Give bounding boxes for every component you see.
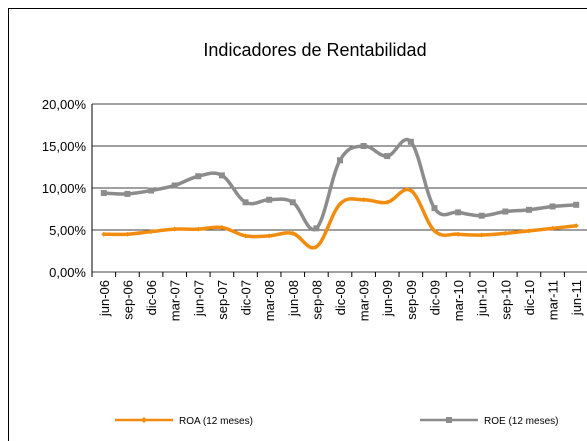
marker [242, 199, 249, 206]
x-tick-label: jun-06 [97, 280, 112, 317]
x-tick-label: dic-09 [427, 280, 442, 315]
marker [360, 143, 367, 149]
y-tick-label: 20,00% [42, 97, 87, 112]
marker [313, 225, 320, 232]
marker [479, 232, 485, 238]
x-tick-label: sep-09 [404, 280, 419, 320]
marker [148, 187, 155, 194]
y-tick-label: 15,00% [42, 139, 87, 154]
marker [549, 203, 556, 210]
marker [550, 225, 556, 231]
marker [431, 228, 437, 234]
marker [525, 206, 532, 213]
x-tick-label: mar-08 [262, 280, 277, 321]
marker [218, 172, 225, 179]
marker [455, 209, 462, 216]
marker [195, 226, 201, 232]
legend-marker [141, 417, 147, 423]
marker [408, 188, 414, 194]
x-tick-label: mar-11 [546, 280, 561, 320]
marker [384, 199, 390, 205]
x-tick-label: jun-08 [286, 280, 301, 317]
marker [502, 208, 509, 215]
marker [384, 153, 391, 160]
marker [502, 230, 508, 236]
legend-label: ROA (12 meses) [179, 416, 253, 427]
x-tick-label: jun-10 [475, 280, 490, 317]
marker [219, 224, 225, 230]
marker [101, 231, 107, 237]
x-tick-label: dic-10 [522, 280, 537, 315]
marker [171, 182, 178, 189]
x-tick-label: jun-07 [191, 280, 206, 317]
x-tick-label: sep-10 [498, 280, 513, 320]
marker [361, 197, 367, 203]
marker [313, 244, 319, 250]
x-tick-label: jun-09 [380, 280, 395, 317]
chart-frame [8, 8, 587, 441]
marker [431, 205, 438, 212]
x-tick-label: dic-06 [144, 280, 159, 315]
x-tick-label: mar-10 [451, 280, 466, 321]
x-tick-label: sep-08 [309, 280, 324, 320]
marker [124, 190, 131, 197]
marker [478, 212, 485, 219]
marker [337, 201, 343, 207]
marker [289, 199, 296, 206]
y-tick-label: 5,00% [49, 223, 86, 238]
marker [148, 229, 154, 235]
legend-marker [446, 417, 452, 423]
chart-title: Indicadores de Rentabilidad [203, 40, 426, 60]
y-tick-label: 0,00% [49, 265, 86, 280]
x-tick-label: mar-07 [168, 280, 183, 321]
x-tick-label: jun-11 [569, 280, 584, 316]
x-tick-label: mar-09 [357, 280, 372, 321]
marker [573, 223, 579, 229]
x-tick-label: sep-07 [215, 280, 230, 320]
marker [124, 231, 130, 237]
marker [573, 201, 580, 208]
x-tick-label: sep-06 [120, 280, 135, 320]
marker [407, 138, 414, 145]
x-tick-label: dic-08 [333, 280, 348, 315]
x-tick-label: dic-07 [239, 280, 254, 315]
marker [526, 228, 532, 234]
marker [290, 230, 296, 236]
marker [100, 190, 107, 197]
legend-label: ROE (12 meses) [484, 416, 558, 427]
y-tick-label: 10,00% [42, 181, 87, 196]
marker [243, 233, 249, 239]
marker [266, 233, 272, 239]
marker [172, 226, 178, 232]
marker [195, 173, 202, 180]
marker [455, 231, 461, 237]
marker [266, 196, 273, 203]
marker [337, 157, 343, 164]
